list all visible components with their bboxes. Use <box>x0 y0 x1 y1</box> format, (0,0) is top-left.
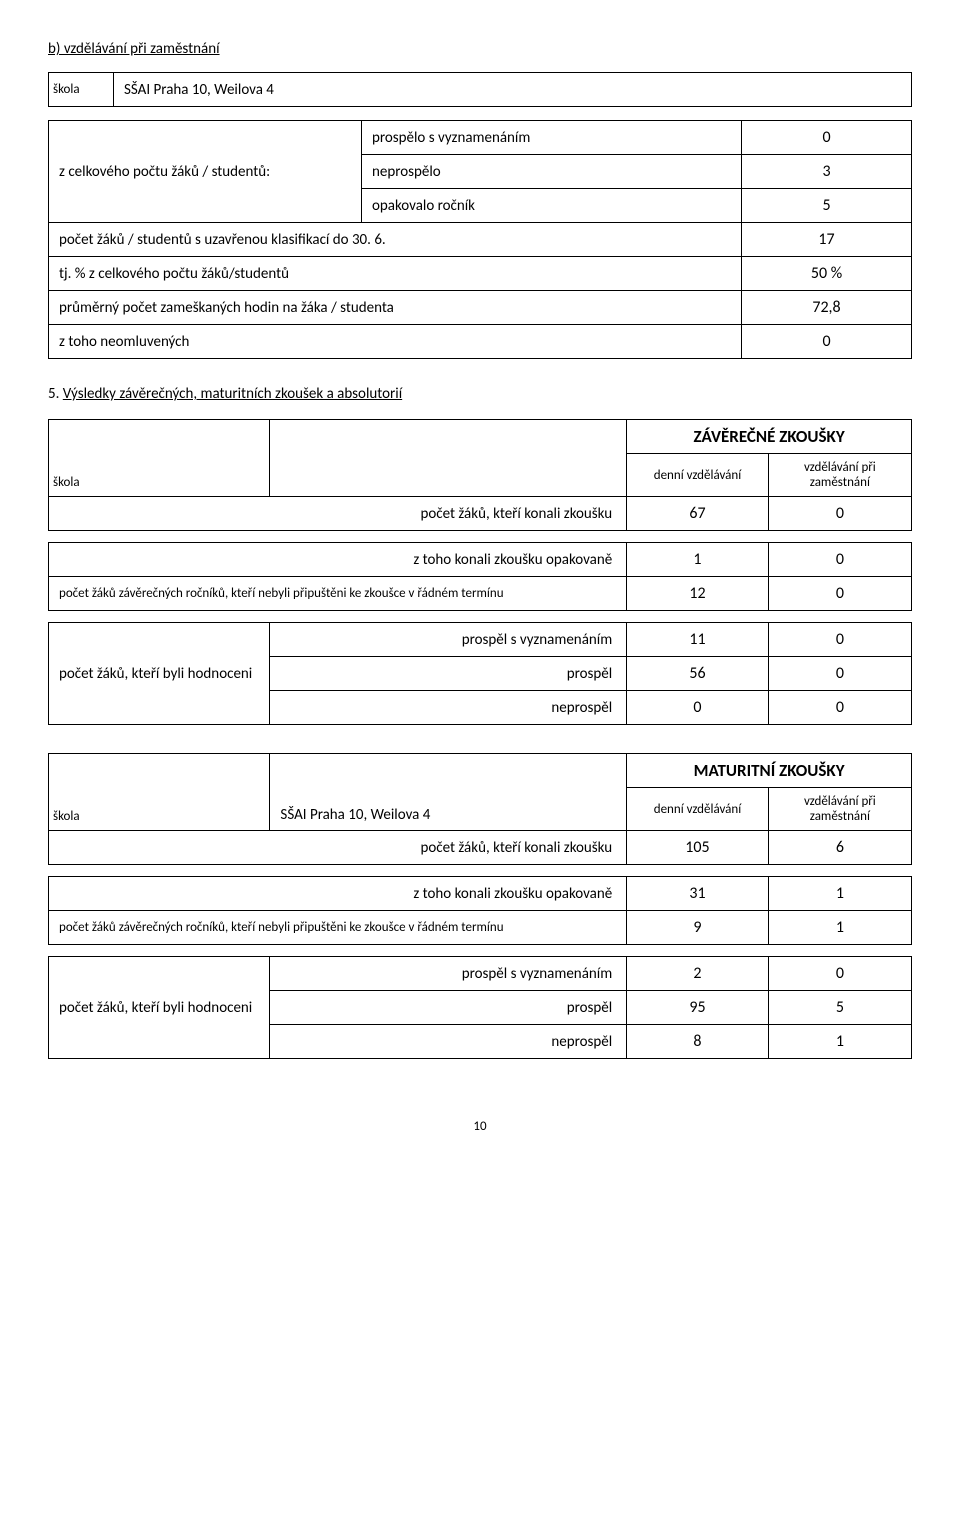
r2-label: neprospělo <box>362 155 742 189</box>
z-col1: denní vzdělávání <box>627 454 769 497</box>
z-g2b: 0 <box>768 657 911 691</box>
m-v2a: 31 <box>627 877 769 911</box>
z-v1a: 67 <box>627 497 769 531</box>
m-r3: počet žáků závěrečných ročníků, kteří ne… <box>49 911 627 945</box>
r3-value: 5 <box>742 189 912 223</box>
m-col1: denní vzdělávání <box>627 788 769 831</box>
page-number: 10 <box>48 1119 912 1134</box>
m-v1a: 105 <box>627 831 769 865</box>
z-g3b: 0 <box>768 691 911 725</box>
table-section-b: škola SŠAI Praha 10, Weilova 4 z celkové… <box>48 72 912 359</box>
z-r3: počet žáků závěrečných ročníků, kteří ne… <box>49 577 627 611</box>
r5-label: tj. % z celkového počtu žáků/studentů <box>49 257 742 291</box>
school-name: SŠAI Praha 10, Weilova 4 <box>114 73 912 107</box>
m-col2: vzdělávání při zaměstnání <box>768 788 911 831</box>
table-zaverecne: škola ZÁVĚREČNÉ ZKOUŠKY denní vzdělávání… <box>48 419 912 725</box>
section-b-title: b) vzdělávání při zaměstnání <box>48 40 912 58</box>
r7-value: 0 <box>742 325 912 359</box>
r4-value: 17 <box>742 223 912 257</box>
z-g1: prospěl s vyznamenáním <box>270 623 627 657</box>
table-maturitni: škola SŠAI Praha 10, Weilova 4 MATURITNÍ… <box>48 753 912 1059</box>
z-col2: vzdělávání při zaměstnání <box>768 454 911 497</box>
z-school-blank <box>270 420 627 497</box>
m-g2: prospěl <box>270 991 627 1025</box>
r6-value: 72,8 <box>742 291 912 325</box>
m-g2b: 5 <box>768 991 911 1025</box>
r1-label: prospělo s vyznamenáním <box>362 121 742 155</box>
z-v3b: 0 <box>768 577 911 611</box>
section-5-title: Výsledky závěrečných, maturitních zkouše… <box>63 385 402 403</box>
z-g3a: 0 <box>627 691 769 725</box>
m-school-name: SŠAI Praha 10, Weilova 4 <box>270 754 627 831</box>
r1-value: 0 <box>742 121 912 155</box>
z-header: ZÁVĚREČNÉ ZKOUŠKY <box>627 420 912 454</box>
m-g3a: 8 <box>627 1025 769 1059</box>
m-header: MATURITNÍ ZKOUŠKY <box>627 754 912 788</box>
m-v1b: 6 <box>768 831 911 865</box>
m-group-label: počet žáků, kteří byli hodnoceni <box>49 957 270 1059</box>
z-g2: prospěl <box>270 657 627 691</box>
r6-label: průměrný počet zameškaných hodin na žáka… <box>49 291 742 325</box>
section-5-heading: 5. Výsledky závěrečných, maturitních zko… <box>48 385 912 403</box>
m-g1a: 2 <box>627 957 769 991</box>
m-g2a: 95 <box>627 991 769 1025</box>
section-5-prefix: 5. <box>48 385 59 403</box>
m-v3a: 9 <box>627 911 769 945</box>
m-g1b: 0 <box>768 957 911 991</box>
z-v2a: 1 <box>627 543 769 577</box>
m-g3b: 1 <box>768 1025 911 1059</box>
z-g2a: 56 <box>627 657 769 691</box>
z-g3: neprospěl <box>270 691 627 725</box>
r3-label: opakovalo ročník <box>362 189 742 223</box>
z-v2b: 0 <box>768 543 911 577</box>
r2-value: 3 <box>742 155 912 189</box>
z-r2: z toho konali zkoušku opakovaně <box>49 543 627 577</box>
z-v3a: 12 <box>627 577 769 611</box>
z-g1b: 0 <box>768 623 911 657</box>
z-v1b: 0 <box>768 497 911 531</box>
r7-label: z toho neomluvených <box>49 325 742 359</box>
m-v2b: 1 <box>768 877 911 911</box>
z-school-label: škola <box>49 420 270 497</box>
rows-label: z celkového počtu žáků / studentů: <box>49 121 362 223</box>
r4-label: počet žáků / studentů s uzavřenou klasif… <box>49 223 742 257</box>
m-g3: neprospěl <box>270 1025 627 1059</box>
m-r1: počet žáků, kteří konali zkoušku <box>49 831 627 865</box>
m-g1: prospěl s vyznamenáním <box>270 957 627 991</box>
m-v3b: 1 <box>768 911 911 945</box>
r5-value: 50 % <box>742 257 912 291</box>
z-group-label: počet žáků, kteří byli hodnoceni <box>49 623 270 725</box>
z-r1: počet žáků, kteří konali zkoušku <box>49 497 627 531</box>
m-r2: z toho konali zkoušku opakovaně <box>49 877 627 911</box>
m-school-label: škola <box>49 754 270 831</box>
school-label: škola <box>49 73 114 107</box>
z-g1a: 11 <box>627 623 769 657</box>
